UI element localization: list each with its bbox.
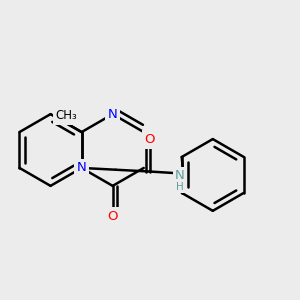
Text: O: O xyxy=(145,133,155,146)
Text: N: N xyxy=(108,108,118,121)
Text: O: O xyxy=(107,210,118,223)
Text: H: H xyxy=(176,182,184,192)
Text: CH₃: CH₃ xyxy=(55,110,77,122)
Text: N: N xyxy=(175,169,185,182)
Text: N: N xyxy=(77,161,86,174)
